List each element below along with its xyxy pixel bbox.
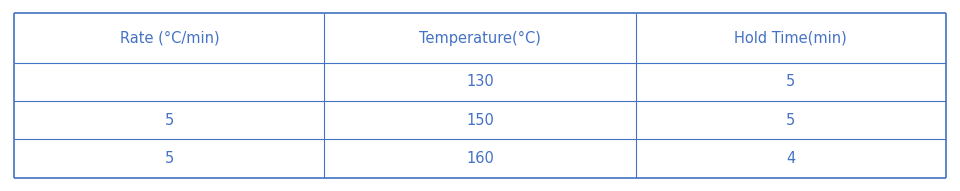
Text: Rate (°C/min): Rate (°C/min) xyxy=(120,31,219,45)
Text: 160: 160 xyxy=(466,151,494,166)
Text: Temperature(°C): Temperature(°C) xyxy=(420,31,540,45)
Text: 150: 150 xyxy=(466,113,494,128)
Text: 5: 5 xyxy=(165,113,174,128)
Text: 5: 5 xyxy=(786,74,795,89)
Text: 4: 4 xyxy=(786,151,795,166)
Text: 5: 5 xyxy=(786,113,795,128)
Text: 5: 5 xyxy=(165,151,174,166)
Text: 130: 130 xyxy=(467,74,493,89)
Text: Hold Time(min): Hold Time(min) xyxy=(734,31,847,45)
